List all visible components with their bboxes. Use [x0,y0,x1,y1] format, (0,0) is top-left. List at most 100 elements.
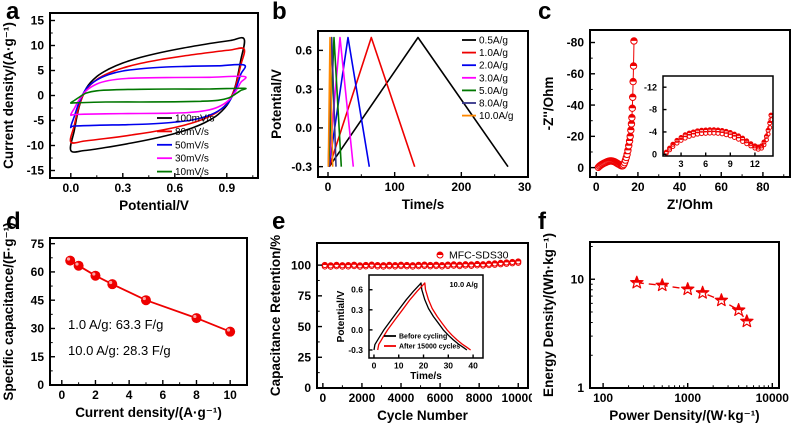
panel-e: 0 2000 4000 6000 8000 10000 0 25 50 75 100 Cycle Nu… [266,210,532,435]
svg-text:1.0 A/g: 63.3 F/g: 1.0 A/g: 63.3 F/g [68,317,163,332]
svg-text:1000: 1000 [674,391,701,405]
svg-text:2: 2 [92,388,99,402]
svg-text:Z'/Ohm: Z'/Ohm [667,197,713,210]
svg-text:Energy Density/(Wh·kg⁻¹): Energy Density/(Wh·kg⁻¹) [541,233,556,397]
panel-f-chart: 100 1000 10000 1 10 Power Density/(W·kg⁻¹) Ene… [541,233,790,423]
svg-text:6: 6 [703,159,708,169]
svg-text:0: 0 [652,149,657,159]
svg-text:Current density/(A·g⁻¹): Current density/(A·g⁻¹) [1,22,16,169]
svg-text:40: 40 [673,180,687,194]
svg-text:100: 100 [385,180,405,194]
svg-text:10: 10 [223,388,237,402]
svg-text:Potential/V: Potential/V [336,290,347,342]
svg-text:0.5A/g: 0.5A/g [479,36,508,47]
panel-b: 0 100 200 300 -0.3 0.0 0.3 0.6 Time/s Potential/V… [266,0,532,210]
svg-text:0: 0 [325,180,332,194]
panel-f: 100 1000 10000 1 10 Power Density/(W·kg⁻¹) Ene… [532,210,800,435]
svg-text:0.0: 0.0 [351,325,363,335]
svg-text:Potential/V: Potential/V [119,198,189,210]
svg-text:100mV/s: 100mV/s [175,114,214,125]
svg-text:10000: 10000 [502,391,532,405]
svg-text:25: 25 [298,350,312,364]
svg-text:5: 5 [37,64,44,78]
svg-text:Time/s: Time/s [410,371,442,382]
svg-text:-12: -12 [644,82,657,92]
svg-text:60: 60 [715,180,729,194]
panel-a-letter: a [6,0,20,25]
svg-text:-0.3: -0.3 [348,345,363,355]
svg-text:1.0A/g: 1.0A/g [479,48,508,59]
svg-text:-80: -80 [567,36,585,50]
svg-text:0.6: 0.6 [295,44,312,58]
svg-text:MFC-SDS30: MFC-SDS30 [449,250,509,262]
svg-text:0.3: 0.3 [295,82,312,96]
svg-text:0: 0 [577,161,584,175]
svg-text:Potential/V: Potential/V [269,69,284,139]
svg-text:40: 40 [468,361,478,371]
svg-text:4: 4 [126,388,133,402]
svg-text:0.0: 0.0 [295,121,312,135]
svg-text:Cycle Number: Cycle Number [377,408,469,423]
svg-text:15: 15 [31,14,45,28]
svg-text:-0.3: -0.3 [291,160,312,174]
svg-text:200: 200 [451,180,471,194]
svg-text:20: 20 [631,180,645,194]
svg-text:2000: 2000 [349,391,376,405]
svg-text:0.6: 0.6 [351,285,363,295]
svg-text:9: 9 [728,159,733,169]
svg-text:3: 3 [679,159,684,169]
svg-text:-5: -5 [33,114,44,128]
svg-text:0.3: 0.3 [114,181,131,195]
panel-d-chart: 0 2 4 6 8 10 0 15 30 45 60 75 Current density/(A·g⁻¹… [1,222,248,420]
svg-text:After 15000 cycles: After 15000 cycles [399,343,460,350]
svg-text:-60: -60 [567,67,585,81]
svg-text:4000: 4000 [388,391,415,405]
svg-text:15: 15 [31,350,45,364]
svg-text:30: 30 [31,322,45,336]
svg-text:10.0A/g: 10.0A/g [479,111,513,122]
panel-b-letter: b [272,0,287,25]
svg-text:2.0A/g: 2.0A/g [479,61,508,72]
svg-text:10: 10 [571,272,585,286]
svg-text:45: 45 [31,293,45,307]
svg-text:75: 75 [31,237,45,251]
svg-text:100: 100 [593,391,613,405]
svg-text:0: 0 [593,180,600,194]
svg-text:-Z''/Ohm: -Z''/Ohm [541,77,556,131]
svg-text:0: 0 [37,89,44,103]
svg-text:-4: -4 [649,127,657,137]
svg-text:0.0: 0.0 [62,181,79,195]
panel-c: 0 20 40 60 80 0 -20 -40 -60 -80 Z'/Ohm -Z''/Ohm 3 6 9 1… [532,0,800,210]
svg-text:300: 300 [518,180,532,194]
svg-text:60: 60 [31,265,45,279]
svg-text:6: 6 [159,388,166,402]
panel-a: 0.0 0.3 0.6 0.9 -15 -10 -5 0 5 10 15 Potential/V Cur… [0,0,266,210]
svg-text:Capacitance Retention/%: Capacitance Retention/% [268,235,283,396]
panel-a-chart: 0.0 0.3 0.6 0.9 -15 -10 -5 0 5 10 15 Potential/V Cur… [1,12,259,210]
svg-text:Power Density/(W·kg⁻¹): Power Density/(W·kg⁻¹) [609,408,759,423]
svg-text:12: 12 [750,159,760,169]
svg-text:-8: -8 [649,105,657,115]
svg-text:0.9: 0.9 [218,181,235,195]
svg-text:8.0A/g: 8.0A/g [479,99,508,110]
svg-text:-10: -10 [27,139,45,153]
svg-text:8000: 8000 [466,391,493,405]
svg-text:30: 30 [444,361,454,371]
panel-c-letter: c [538,0,552,25]
svg-text:0: 0 [37,378,44,392]
svg-text:80: 80 [756,180,770,194]
svg-text:Time/s: Time/s [402,197,445,210]
svg-text:1: 1 [577,381,584,395]
svg-text:20: 20 [419,361,429,371]
svg-text:10.0 A/g: 10.0 A/g [450,280,479,289]
svg-text:0: 0 [304,381,311,395]
svg-text:10000: 10000 [756,391,790,405]
svg-text:Specific capacitance/(F·g⁻¹): Specific capacitance/(F·g⁻¹) [1,222,16,400]
svg-text:0: 0 [320,391,327,405]
svg-text:0: 0 [58,388,65,402]
svg-text:Current density/(A·g⁻¹): Current density/(A·g⁻¹) [75,405,222,420]
svg-text:80mV/s: 80mV/s [175,127,209,138]
